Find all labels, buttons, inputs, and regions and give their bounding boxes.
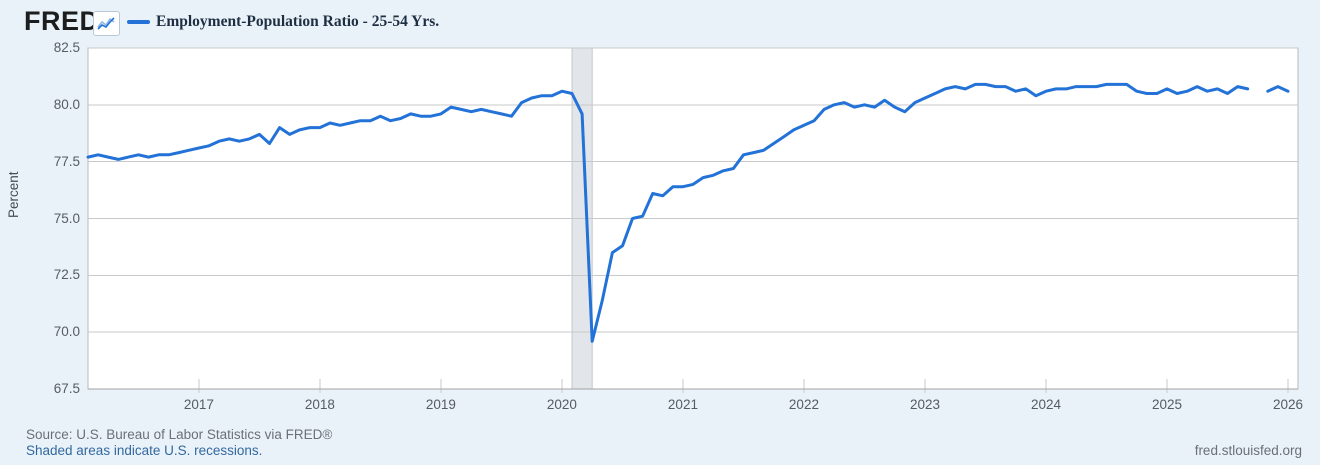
- data-line: [86, 82, 1250, 343]
- x-tick-label: 2017: [183, 397, 214, 412]
- y-tick-label: 70.0: [53, 324, 80, 340]
- fred-logo-text: FRED: [24, 6, 100, 36]
- series-title-link[interactable]: Employment-Population Ratio - 25-54 Yrs.: [156, 13, 440, 30]
- fred-url-link[interactable]: fred.stlouisfed.org: [1194, 443, 1302, 458]
- recession-note-link[interactable]: Shaded areas indicate U.S. recessions.: [26, 443, 263, 458]
- data-line: [1266, 85, 1290, 93]
- x-tick-label: 2022: [788, 397, 819, 412]
- x-tick-label: 2020: [546, 397, 577, 412]
- y-tick-label: 82.5: [53, 40, 80, 55]
- y-tick-label: 80.0: [53, 96, 80, 112]
- chart-header: FRED® Employment-Population Ratio - 25-5…: [0, 0, 1320, 42]
- x-tick-label: 2018: [304, 397, 335, 412]
- source-text: Source: U.S. Bureau of Labor Statistics …: [26, 427, 333, 442]
- x-tick-label: 2023: [909, 397, 940, 412]
- x-tick-label: 2025: [1151, 397, 1182, 412]
- x-tick-label: 2026: [1272, 397, 1304, 412]
- x-tick-label: 2024: [1030, 397, 1061, 412]
- y-tick-label: 75.0: [53, 210, 80, 226]
- legend-line-swatch: [127, 20, 150, 24]
- y-tick-label: 77.5: [53, 153, 80, 169]
- line-chart-icon: [93, 11, 120, 36]
- x-tick-label: 2021: [667, 397, 698, 412]
- y-tick-label: 72.5: [53, 267, 80, 283]
- y-tick-label: 67.5: [53, 381, 80, 396]
- x-tick-label: 2019: [425, 397, 456, 412]
